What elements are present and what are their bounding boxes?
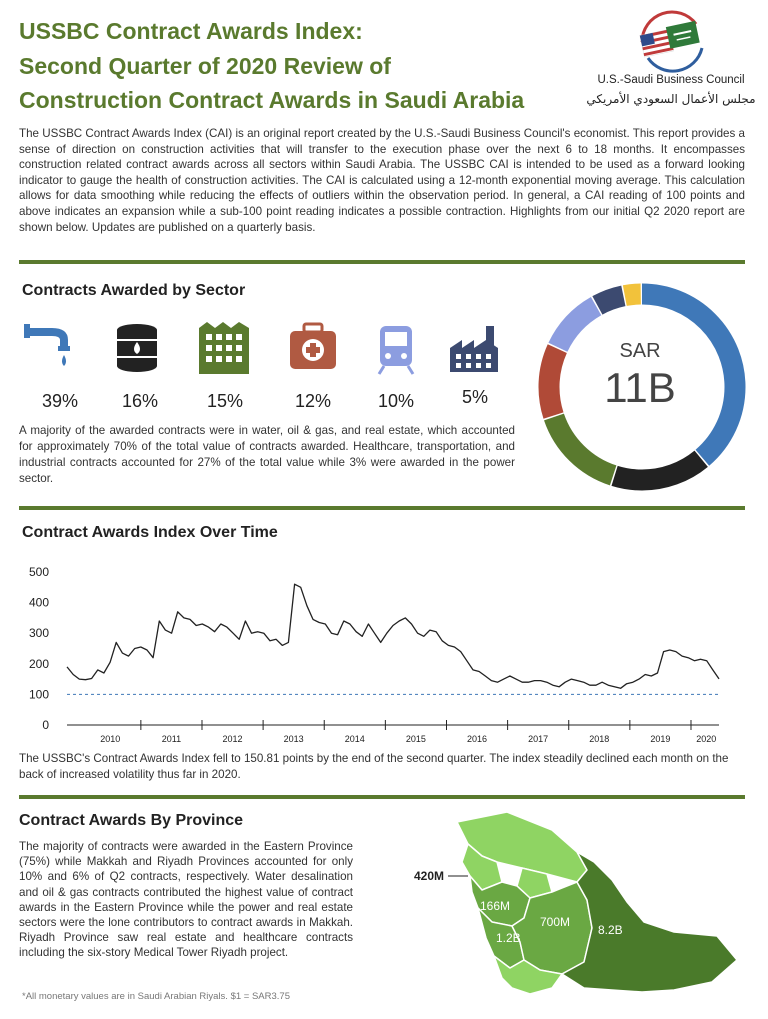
map-region-eastern xyxy=(561,851,738,993)
map-label-eastern: 8.2B xyxy=(598,923,623,937)
province-heading: Contract Awards By Province xyxy=(19,812,244,829)
council-logo: U.S.-Saudi Business Council مجلس الأعمال… xyxy=(586,8,756,112)
page-title: USSBC Contract Awards Index: Second Quar… xyxy=(19,14,579,118)
province-paragraph: The majority of contracts were awarded i… xyxy=(19,840,353,960)
section-divider-2 xyxy=(19,506,745,510)
index-heading: Contract Awards Index Over Time xyxy=(22,524,278,541)
council-name-en: U.S.-Saudi Business Council xyxy=(597,74,745,86)
x-tick-label-3: 2013 xyxy=(284,734,304,744)
section-divider-3 xyxy=(19,795,745,799)
intro-paragraph: The USSBC Contract Awards Index (CAI) is… xyxy=(19,127,745,234)
flags-emblem-icon xyxy=(639,10,704,73)
sector-heading: Contracts Awarded by Sector xyxy=(22,282,246,299)
index-paragraph: The USSBC's Contract Awards Index fell t… xyxy=(19,752,729,781)
y-tick-label-1: 100 xyxy=(29,687,49,701)
y-tick-label-2: 200 xyxy=(29,657,49,671)
water-pipe-icon xyxy=(24,324,70,366)
oil-barrel-icon xyxy=(117,324,157,372)
x-tick-label-8: 2018 xyxy=(589,734,609,744)
sector-paragraph: A majority of the awarded contracts were… xyxy=(19,424,515,485)
sector-donut-chart xyxy=(538,283,746,491)
donut-currency-label: SAR xyxy=(619,340,661,362)
x-tick-label-6: 2016 xyxy=(467,734,487,744)
medical-kit-icon xyxy=(290,322,336,369)
x-tick-label-7: 2017 xyxy=(528,734,548,744)
donut-slice-3 xyxy=(538,283,746,491)
saudi-province-map: 420M 166M 700M 1.2B 8.2B xyxy=(414,811,738,995)
donut-total-value: 11B xyxy=(604,364,676,411)
x-tick-label-9: 2019 xyxy=(650,734,670,744)
map-label-northwest: 420M xyxy=(414,869,444,883)
y-tick-label-4: 400 xyxy=(29,596,49,610)
title-line-3: Construction Contract Awards in Saudi Ar… xyxy=(19,87,525,113)
factory-icon xyxy=(450,326,498,372)
map-label-madinah: 166M xyxy=(480,899,510,913)
donut-slice-1 xyxy=(538,283,746,491)
x-tick-label-10: 2020 xyxy=(696,734,716,744)
sector-pct-healthcare: 12% xyxy=(294,391,332,411)
y-tick-label-3: 300 xyxy=(29,626,49,640)
council-name-ar: مجلس الأعمال السعودي الأمريكي xyxy=(586,92,756,106)
title-line-1: USSBC Contract Awards Index: xyxy=(19,18,363,44)
x-tick-label-5: 2015 xyxy=(406,734,426,744)
y-tick-label-0: 0 xyxy=(42,718,49,732)
sector-pct-oil-gas: 16% xyxy=(121,391,159,411)
currency-footnote: *All monetary values are in Saudi Arabia… xyxy=(22,991,290,1002)
map-region-south xyxy=(493,955,563,995)
index-series-line xyxy=(66,583,720,689)
sector-pct-transport: 10% xyxy=(377,391,415,411)
y-tick-label-5: 500 xyxy=(29,565,49,579)
x-tick-label-0: 2010 xyxy=(100,734,120,744)
x-tick-label-2: 2012 xyxy=(223,734,243,744)
title-line-2: Second Quarter of 2020 Review of xyxy=(19,52,391,79)
x-tick-label-4: 2014 xyxy=(345,734,365,744)
x-tick-label-1: 2011 xyxy=(162,734,181,744)
map-label-makkah: 1.2B xyxy=(496,931,521,945)
train-icon xyxy=(377,326,415,375)
map-label-riyadh: 700M xyxy=(540,915,570,929)
building-icon xyxy=(199,322,249,374)
sector-pct-industrial: 5% xyxy=(461,387,488,407)
donut-slice-0 xyxy=(538,283,746,491)
sector-pct-real-estate: 15% xyxy=(206,391,244,411)
section-divider-1 xyxy=(19,260,745,264)
sector-pct-water: 39% xyxy=(41,391,79,411)
contract-index-line-chart: 0 100 200 300 400 500 2010 2011 2012 2013 2014 2015… xyxy=(29,565,720,744)
